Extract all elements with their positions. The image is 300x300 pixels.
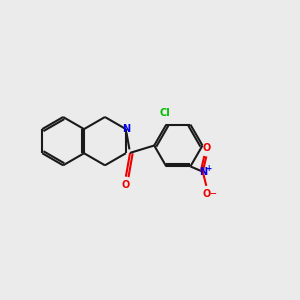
Text: +: + (205, 164, 211, 173)
Text: N: N (199, 167, 207, 177)
Text: −: − (209, 189, 216, 198)
Text: O: O (202, 143, 210, 154)
Text: N: N (122, 124, 130, 134)
Text: Cl: Cl (159, 108, 170, 118)
Text: O: O (122, 180, 130, 190)
Text: O: O (202, 189, 210, 199)
